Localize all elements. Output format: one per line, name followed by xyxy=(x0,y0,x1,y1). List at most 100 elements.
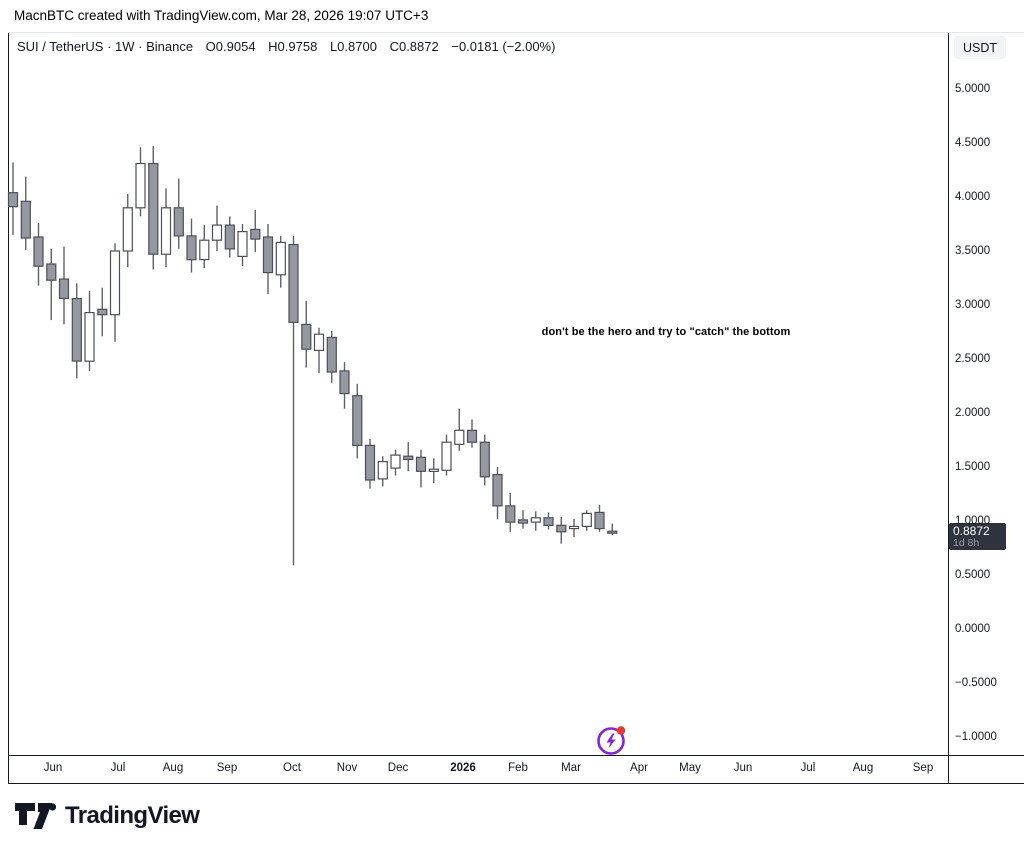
candle-body-down xyxy=(403,455,414,461)
tradingview-logo: TradingView xyxy=(14,799,200,833)
candle-body-up xyxy=(275,241,286,276)
lightning-bolt-icon xyxy=(606,733,616,749)
chart-annotation: don't be the hero and try to "catch" the… xyxy=(541,326,791,338)
candle-body-down xyxy=(466,429,478,443)
candle-body-up xyxy=(390,454,401,469)
time-tick-label: Oct xyxy=(283,762,301,774)
time-tick-label: May xyxy=(679,762,701,774)
candle-body-down xyxy=(71,297,82,362)
currency-toggle-button[interactable]: USDT xyxy=(954,36,1006,59)
candle-body-up xyxy=(454,429,465,445)
time-axis-separator xyxy=(8,755,1024,756)
candle-body-up xyxy=(160,207,172,255)
bar-countdown: 1d 8h xyxy=(953,537,980,549)
price-tick-label: 1.5000 xyxy=(955,461,991,473)
candle-body-up xyxy=(568,525,580,530)
last-price-badge: 0.8872 1d 8h xyxy=(949,523,1006,550)
candle-body-down xyxy=(33,236,44,267)
time-tick-label: Aug xyxy=(162,762,184,774)
symbol-info-bar: SUI / TetherUS · 1W · Binance O0.9054 H0… xyxy=(17,39,564,54)
candle-body-up xyxy=(237,231,248,258)
price-tick-label: 1.0000 xyxy=(955,515,991,527)
candle-body-up xyxy=(135,162,146,209)
time-tick-label: Jul xyxy=(800,762,816,774)
candle-body-down xyxy=(20,200,31,239)
price-tick-label: 4.5000 xyxy=(955,137,991,149)
time-tick-label: Sep xyxy=(216,762,238,774)
symbol-title[interactable]: SUI / TetherUS · 1W · Binance xyxy=(17,39,194,54)
price-tick-label: 2.5000 xyxy=(955,353,991,365)
candle-body-down xyxy=(301,323,312,350)
candle-body-down xyxy=(97,308,108,316)
ohlc-high: H0.9758 xyxy=(268,39,318,54)
candle-body-down xyxy=(517,519,529,524)
price-tick-label: 5.0000 xyxy=(955,83,991,95)
time-tick-label: Mar xyxy=(561,762,581,774)
candle-body-down xyxy=(339,370,350,395)
ohlc-low: L0.8700 xyxy=(329,39,377,54)
last-price-value: 0.8872 xyxy=(953,524,990,538)
time-tick-label: Nov xyxy=(336,762,358,774)
candle-body-down xyxy=(543,517,554,526)
candle-body-down xyxy=(7,192,19,208)
time-tick-label: Dec xyxy=(387,762,409,774)
notification-dot-icon xyxy=(616,726,626,735)
price-tick-label: 0.0000 xyxy=(955,623,991,635)
candle-body-down xyxy=(364,444,376,481)
candle-body-up xyxy=(377,461,388,480)
time-tick-label: Aug xyxy=(852,762,874,774)
price-tick-label: 3.0000 xyxy=(955,299,991,311)
candle-body-down xyxy=(186,235,197,261)
lightning-badge-icon xyxy=(597,726,626,755)
tradingview-logo-icon xyxy=(15,803,56,829)
time-tick-label: Feb xyxy=(508,762,528,774)
candle-body-down xyxy=(262,236,274,274)
candle-body-down xyxy=(505,505,516,523)
time-tick-label: Jul xyxy=(110,762,126,774)
price-axis-separator xyxy=(948,33,949,783)
candle-body-down xyxy=(148,162,159,255)
time-tick-label: 2026 xyxy=(450,762,476,774)
candle-body-up xyxy=(109,250,121,316)
candle-body-up xyxy=(211,224,223,241)
time-tick-label: Sep xyxy=(912,762,934,774)
time-axis[interactable]: Jun Jul Aug Sep Oct Nov Dec 2026 Feb Mar Apr May Jun… xyxy=(0,755,1024,783)
candle-body-up xyxy=(530,517,541,523)
candle-body-down xyxy=(607,530,618,534)
candle-body-down xyxy=(250,228,261,240)
time-tick-label: Jun xyxy=(43,762,63,774)
candle-body-up xyxy=(428,468,439,473)
price-tick-label: −0.5000 xyxy=(955,677,997,689)
ohlc-close: C0.8872 xyxy=(389,39,439,54)
price-axis[interactable]: USDT 0.8872 1d 8h 5.0000 4.5000 4.0000 3.50… xyxy=(948,33,1024,755)
chart-frame-bottom xyxy=(8,783,1024,784)
candle-body-down xyxy=(46,263,57,281)
candle-body-down xyxy=(479,441,490,478)
candle-body-down xyxy=(173,207,184,237)
ohlc-open: O0.9054 xyxy=(205,39,256,54)
price-tick-label: −1.0000 xyxy=(955,731,997,743)
chart-frame-left xyxy=(8,33,9,783)
candle-body-down xyxy=(288,243,299,323)
candle-body-up xyxy=(84,312,95,362)
candle-body-up xyxy=(581,512,592,528)
price-tick-label: 2.0000 xyxy=(955,407,991,419)
price-change: −0.0181 (−2.00%) xyxy=(451,39,556,54)
candle-body-up xyxy=(441,441,452,471)
candle-body-down xyxy=(492,474,503,507)
candle-body-down xyxy=(224,224,235,250)
candle-body-up xyxy=(122,207,133,252)
price-tick-label: 3.5000 xyxy=(955,245,991,257)
candle-body-down xyxy=(415,456,427,472)
price-tick-label: 0.5000 xyxy=(955,569,991,581)
time-tick-label: Jun xyxy=(733,762,753,774)
chart-frame-top xyxy=(8,32,1024,33)
tradingview-logo-text: TradingView xyxy=(65,802,200,829)
candle-body-down xyxy=(556,524,567,533)
time-tick-label: Apr xyxy=(630,762,648,774)
candle-body-up xyxy=(313,333,325,352)
candle-body-up xyxy=(199,239,210,261)
candle-body-down xyxy=(58,278,70,300)
price-tick-label: 4.0000 xyxy=(955,191,991,203)
